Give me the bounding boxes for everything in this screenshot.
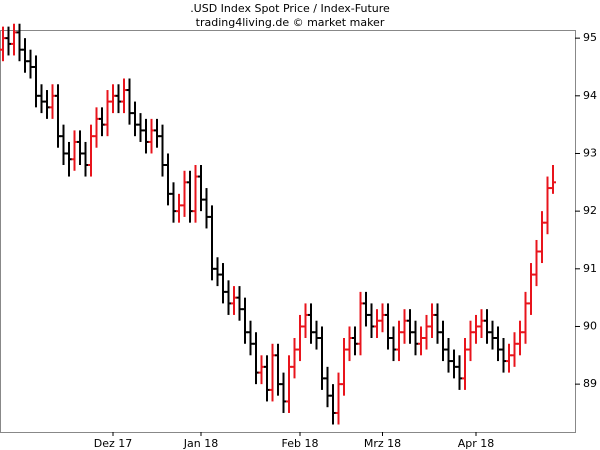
y-tick-label: 89: [583, 377, 597, 390]
x-tick-label: Dez 17: [94, 437, 133, 450]
y-tick-label: 90: [583, 319, 597, 332]
plot-frame: [0, 30, 576, 433]
x-tick-label: Jan 18: [183, 437, 218, 450]
x-tick-label: Feb 18: [282, 437, 319, 450]
chart-subtitle: trading4living.de © market maker: [196, 16, 385, 29]
x-tick-label: Mrz 18: [364, 437, 401, 450]
y-tick-label: 91: [583, 262, 597, 275]
y-tick-label: 94: [583, 89, 597, 102]
x-tick-label: Apr 18: [458, 437, 495, 450]
y-tick-label: 95: [583, 31, 597, 44]
chart-title: .USD Index Spot Price / Index-Future: [190, 2, 390, 15]
y-tick-label: 93: [583, 146, 597, 159]
y-tick-label: 92: [583, 204, 597, 217]
